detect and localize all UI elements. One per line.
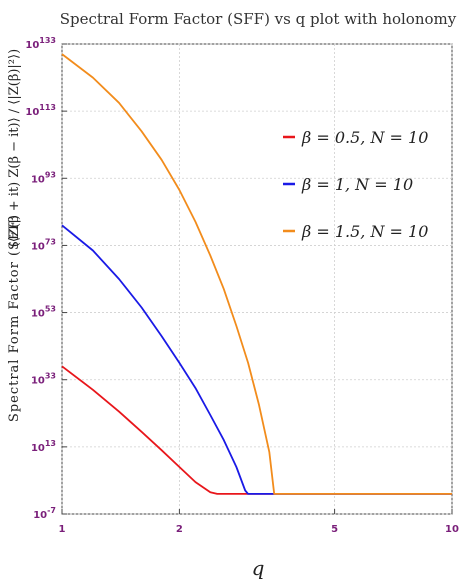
grid-lines — [61, 43, 453, 515]
series-lines — [61, 53, 452, 495]
legend: β = 0.5, N = 10 β = 1, N = 10 β = 1.5, N =… — [283, 128, 428, 241]
y-axis-ticks: 10-7 1013 1033 1053 1073 1093 10113 10133 — [25, 36, 67, 521]
y-tick-label: 10133 — [25, 36, 56, 51]
chart-title: Spectral Form Factor (SFF) vs q plot wit… — [60, 10, 457, 28]
legend-label: β = 0.5, N = 10 — [301, 128, 428, 147]
y-tick-label: 1013 — [31, 439, 56, 454]
y-tick-label: 10113 — [25, 103, 56, 118]
x-axis-label: q — [252, 556, 265, 580]
series-line-1 — [61, 365, 452, 495]
y-tick-label: 1073 — [31, 237, 56, 252]
plot-frame — [61, 43, 453, 515]
x-tick-label: 2 — [176, 524, 183, 535]
y-tick-label: 10-7 — [33, 506, 56, 521]
y-axis-label: Spectral Form Factor (SFF) — [7, 214, 22, 422]
x-axis-ticks: 1 2 5 10 — [59, 509, 459, 535]
series-line-2 — [61, 224, 452, 495]
series-line-3 — [61, 53, 452, 495]
y-axis-formula: (⟨Z(β + it) Z(β − it)⟩ / ⟨|Z(β)|²⟩) — [7, 49, 22, 247]
x-tick-label: 10 — [445, 524, 459, 535]
legend-label: β = 1, N = 10 — [301, 175, 413, 194]
plot-area — [61, 43, 453, 515]
y-tick-label: 1093 — [31, 170, 56, 185]
x-tick-label: 1 — [59, 524, 66, 535]
legend-label: β = 1.5, N = 10 — [301, 222, 428, 241]
y-tick-label: 1033 — [31, 372, 56, 387]
y-tick-label: 1053 — [31, 305, 56, 320]
x-tick-label: 5 — [331, 524, 338, 535]
